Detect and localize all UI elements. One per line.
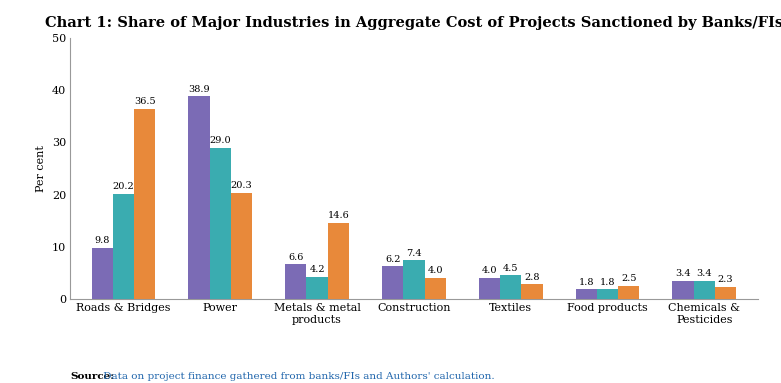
- Bar: [188, 96, 209, 299]
- Bar: [134, 109, 155, 299]
- Text: 14.6: 14.6: [327, 211, 349, 220]
- Text: 36.5: 36.5: [134, 97, 155, 106]
- Text: 7.4: 7.4: [406, 249, 422, 258]
- Bar: [285, 264, 306, 299]
- Bar: [715, 287, 736, 299]
- Bar: [306, 277, 328, 299]
- Bar: [425, 278, 446, 299]
- Text: 2.3: 2.3: [718, 275, 733, 284]
- Text: 2.5: 2.5: [621, 274, 637, 283]
- Bar: [576, 290, 597, 299]
- Text: 3.4: 3.4: [676, 269, 691, 278]
- Bar: [500, 275, 522, 299]
- Text: 4.2: 4.2: [309, 265, 325, 274]
- Y-axis label: Per cent: Per cent: [37, 145, 46, 192]
- Bar: [619, 286, 640, 299]
- Text: 20.3: 20.3: [230, 182, 252, 190]
- Text: 3.4: 3.4: [697, 269, 712, 278]
- Title: Chart 1: Share of Major Industries in Aggregate Cost of Projects Sanctioned by B: Chart 1: Share of Major Industries in Ag…: [45, 16, 781, 30]
- Bar: [522, 284, 543, 299]
- Text: 4.5: 4.5: [503, 264, 519, 273]
- Bar: [91, 248, 113, 299]
- Text: 29.0: 29.0: [209, 136, 231, 145]
- Bar: [403, 260, 425, 299]
- Text: 2.8: 2.8: [524, 273, 540, 282]
- Text: 1.8: 1.8: [600, 278, 615, 287]
- Text: Source:: Source:: [70, 372, 114, 381]
- Text: 4.0: 4.0: [482, 266, 497, 275]
- Text: 6.6: 6.6: [288, 253, 304, 262]
- Bar: [231, 193, 252, 299]
- Text: 38.9: 38.9: [188, 85, 210, 93]
- Text: Data on project finance gathered from banks/FIs and Authors' calculation.: Data on project finance gathered from ba…: [100, 372, 494, 381]
- Bar: [694, 281, 715, 299]
- Bar: [113, 193, 134, 299]
- Bar: [672, 281, 694, 299]
- Bar: [209, 148, 231, 299]
- Bar: [328, 223, 349, 299]
- Text: 9.8: 9.8: [95, 236, 110, 245]
- Text: 1.8: 1.8: [579, 278, 594, 287]
- Bar: [597, 290, 619, 299]
- Bar: [382, 267, 403, 299]
- Text: 20.2: 20.2: [112, 182, 134, 191]
- Text: 4.0: 4.0: [427, 266, 443, 275]
- Bar: [479, 278, 500, 299]
- Text: 6.2: 6.2: [385, 255, 401, 264]
